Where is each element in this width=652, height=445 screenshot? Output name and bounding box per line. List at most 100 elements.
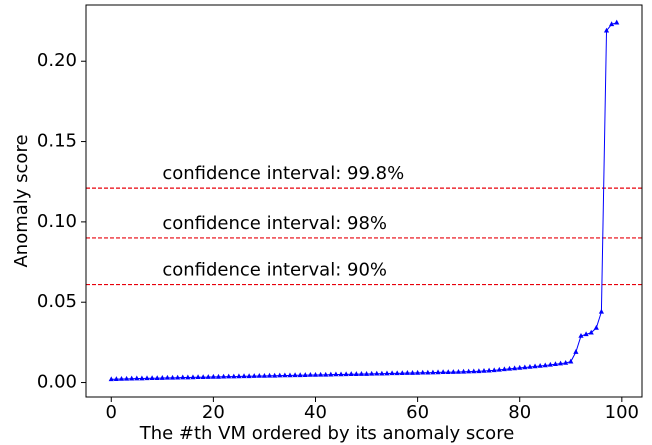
marker [460, 368, 467, 374]
marker [430, 369, 436, 375]
marker [108, 376, 114, 382]
marker [384, 370, 390, 376]
marker [312, 371, 319, 377]
marker [481, 367, 487, 373]
marker [292, 372, 298, 378]
x-tick-label: 0 [106, 402, 117, 423]
marker [328, 371, 334, 377]
marker [144, 375, 150, 381]
marker [471, 368, 477, 374]
marker [593, 324, 599, 330]
marker [210, 373, 216, 379]
marker [318, 371, 324, 377]
marker [353, 371, 359, 376]
marker [343, 371, 349, 377]
marker [323, 371, 329, 377]
series-line [111, 22, 617, 380]
reference-label: confidence interval: 90% [162, 260, 387, 281]
marker [261, 372, 268, 378]
marker [185, 374, 191, 380]
marker [517, 364, 523, 370]
marker [246, 373, 252, 379]
marker [603, 27, 610, 33]
reference-label: confidence interval: 98% [162, 213, 387, 234]
marker [445, 369, 451, 375]
marker [486, 367, 492, 373]
x-axis-label: The #th VM ordered by its anomaly score [139, 423, 515, 444]
y-tick-label: 0.20 [37, 50, 77, 71]
y-tick-label: 0.10 [37, 211, 77, 232]
y-tick-label: 0.15 [37, 131, 77, 152]
marker [389, 370, 395, 376]
y-tick-label: 0.05 [37, 291, 77, 312]
marker [129, 375, 135, 381]
marker [512, 365, 518, 371]
marker [358, 371, 365, 376]
reference-label: confidence interval: 99.8% [162, 163, 404, 184]
marker [476, 368, 482, 374]
marker [379, 370, 385, 376]
marker [149, 375, 155, 381]
marker [598, 308, 605, 314]
marker [552, 361, 559, 367]
marker [205, 374, 211, 379]
marker [583, 331, 589, 337]
marker [466, 368, 472, 374]
x-tick-label: 20 [202, 402, 225, 423]
marker [200, 374, 206, 380]
marker [527, 363, 533, 369]
marker [455, 368, 462, 374]
marker [369, 370, 375, 376]
marker [256, 372, 262, 378]
marker [440, 369, 446, 375]
x-tick-label: 60 [406, 402, 429, 423]
marker [113, 376, 119, 381]
marker [154, 375, 160, 381]
marker [435, 369, 441, 375]
marker [241, 373, 247, 379]
marker [547, 361, 553, 367]
marker [307, 371, 313, 377]
marker [491, 367, 497, 373]
marker [563, 359, 569, 365]
x-tick-label: 100 [605, 402, 639, 423]
marker [272, 372, 278, 378]
marker [195, 374, 201, 380]
marker [573, 349, 579, 354]
marker [333, 371, 339, 377]
marker [578, 332, 584, 338]
marker [501, 366, 508, 372]
marker [175, 374, 181, 380]
marker [169, 374, 176, 380]
marker [609, 21, 615, 27]
marker [118, 376, 125, 381]
marker [139, 375, 145, 381]
marker [251, 373, 257, 378]
marker [409, 370, 416, 375]
marker [394, 370, 400, 376]
marker [496, 366, 502, 372]
marker [282, 372, 288, 378]
marker [557, 360, 564, 366]
marker [180, 374, 186, 380]
marker [164, 374, 171, 380]
marker [338, 371, 344, 377]
marker [215, 373, 222, 379]
marker [287, 372, 293, 378]
marker [236, 373, 242, 379]
marker [415, 369, 421, 375]
marker [506, 365, 513, 371]
plot-frame [85, 4, 643, 398]
marker [532, 363, 538, 369]
marker [542, 362, 548, 368]
marker [404, 370, 410, 375]
marker [231, 373, 237, 379]
marker [425, 369, 431, 375]
x-tick-label: 80 [508, 402, 531, 423]
marker [134, 375, 140, 381]
marker [420, 369, 426, 375]
marker [348, 371, 354, 376]
marker [374, 370, 380, 376]
